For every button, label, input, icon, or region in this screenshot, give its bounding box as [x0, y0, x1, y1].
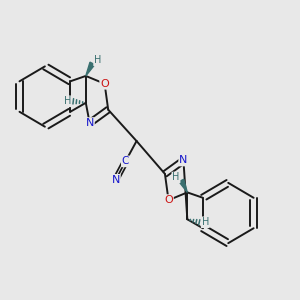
Text: N: N: [112, 175, 120, 185]
Text: H: H: [172, 172, 180, 182]
Text: H: H: [64, 96, 71, 106]
Polygon shape: [86, 62, 95, 76]
Text: O: O: [100, 79, 109, 89]
Text: N: N: [85, 118, 94, 128]
Text: H: H: [202, 217, 209, 227]
Text: O: O: [164, 195, 173, 205]
Text: H: H: [94, 56, 101, 65]
Text: C: C: [122, 156, 129, 166]
Text: N: N: [179, 155, 188, 166]
Polygon shape: [179, 179, 187, 192]
